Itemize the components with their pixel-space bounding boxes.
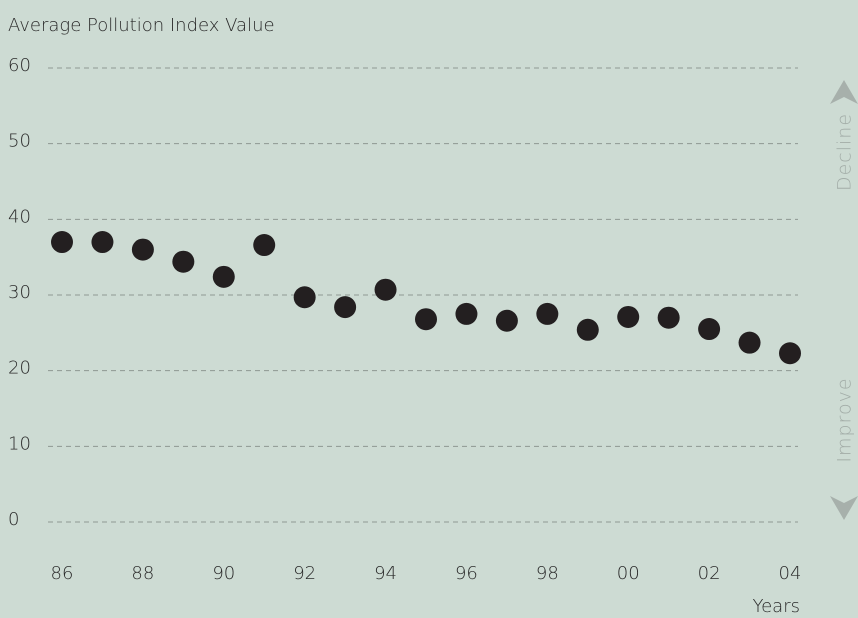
dot [131,238,154,261]
x-tick-label: 02 [698,563,721,584]
x-tick-label: 88 [131,563,154,584]
up-arrow [830,80,858,104]
dot [415,308,437,331]
y-tick-label: 50 [8,131,31,152]
dot [455,302,478,325]
x-tick-label: 96 [455,563,478,584]
dot [374,278,397,301]
dot [617,305,640,328]
y-tick-label: 40 [8,206,31,227]
y-tick-label: 30 [8,282,31,303]
dot [779,342,801,365]
dot [91,231,114,254]
dot [495,309,518,332]
x-tick-label: 90 [212,563,235,584]
x-tick-label: 94 [374,563,397,584]
dot [698,318,721,341]
x-tick-label: 86 [51,563,74,584]
y-axis-label: Average Pollution Index Value [8,15,275,36]
x-axis-label: Years [753,596,801,617]
decline-note: Decline [834,113,856,191]
y-tick-label: 10 [8,433,31,454]
dot [172,250,195,273]
down-arrow [830,496,858,520]
dot [51,231,73,254]
dot [576,318,599,341]
y-tick-label: 0 [8,509,19,530]
y-tick-label: 20 [8,358,31,379]
improve-note: Improve [834,377,856,462]
dot [738,331,761,354]
dot [536,302,559,325]
x-tick-label: 92 [293,563,316,584]
y-tick-label: 60 [8,55,31,76]
dot [212,265,235,288]
x-tick-label: 00 [617,563,640,584]
x-tick-label: 98 [536,563,559,584]
dot [293,286,316,309]
x-tick-label: 04 [779,563,802,584]
dot [253,234,276,257]
dot [334,296,357,319]
dot [657,306,680,329]
